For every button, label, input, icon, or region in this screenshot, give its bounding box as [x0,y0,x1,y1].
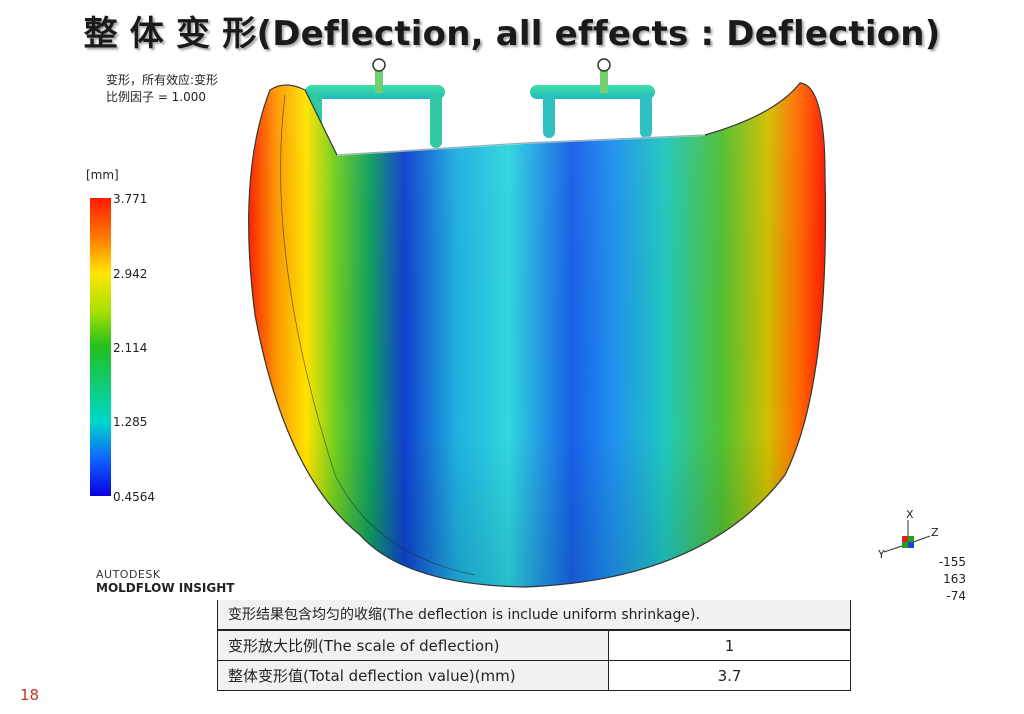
view-coord-3: -74 [946,589,966,603]
legend-tick-4: 1.285 [113,415,148,429]
legend-tick-2: 2.942 [113,267,148,281]
axis-z-label: Z [931,526,939,539]
page-number: 18 [20,686,40,704]
table-note-row: 变形结果包含均匀的收缩(The deflection is include un… [217,600,851,630]
slide-title: 整 体 变 形(Deflection, all effects : Deflec… [83,14,941,54]
total-deflection-label-cell: 整体变形值(Total deflection value)(mm) [217,660,609,691]
axis-triad: X Z Y [877,506,948,566]
scale-value-cell: 1 [608,630,851,661]
moldflow-logo-text: MOLDFLOW INSIGHT [96,581,235,595]
color-legend-bar [90,198,111,496]
scale-label-cell: 变形放大比例(The scale of deflection) [217,630,609,661]
mounting-bracket-right [530,58,655,138]
total-deflection-value-cell: 3.7 [608,660,851,691]
deflection-model-view[interactable] [225,55,845,600]
table-row: 变形放大比例(The scale of deflection) 1 [217,630,851,661]
deflection-model-svg [248,58,827,588]
autodesk-logo-text: AUTODESK [96,568,161,581]
view-coord-2: 163 [943,572,966,586]
view-coord-1: -155 [938,555,966,569]
legend-unit: [mm] [86,168,119,182]
legend-tick-min: 0.4564 [113,490,155,504]
result-type-label: 变形，所有效应:变形 [106,73,219,87]
scale-factor-label: 比例因子 = 1.000 [106,90,207,104]
result-header: 变形，所有效应:变形 比例因子 = 1.000 [106,72,218,106]
legend-tick-max: 3.771 [113,192,148,206]
legend-tick-3: 2.114 [113,341,148,355]
deflection-info-table: 变形放大比例(The scale of deflection) 1 整体变形值(… [217,630,851,691]
axis-y-label: Y [878,548,885,561]
table-row: 整体变形值(Total deflection value)(mm) 3.7 [217,660,851,691]
axis-x-label: X [906,508,914,521]
